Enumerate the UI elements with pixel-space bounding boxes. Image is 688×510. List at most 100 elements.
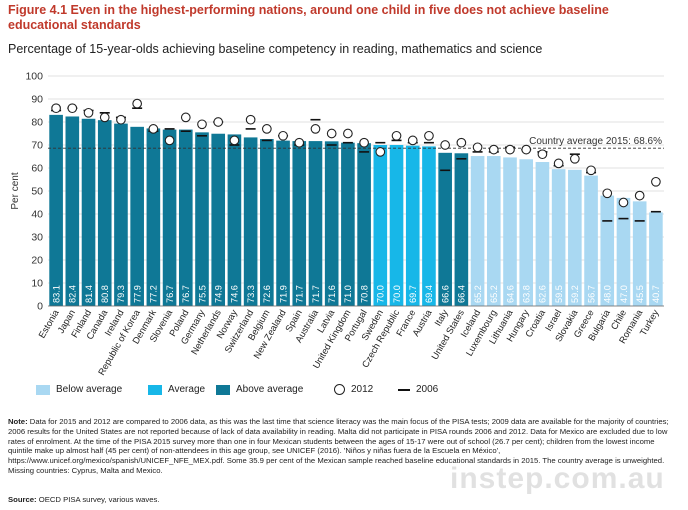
legend-swatch-above — [216, 384, 230, 395]
note-text: Data for 2015 and 2012 are compared to 2… — [8, 417, 669, 475]
bar — [405, 145, 420, 306]
point-2012 — [553, 158, 564, 169]
point-2012 — [326, 128, 337, 139]
data-label: 77.9 — [132, 285, 142, 303]
y-tick-label: 100 — [25, 71, 43, 83]
point-2012 — [602, 188, 613, 199]
bar — [178, 129, 193, 306]
legend-swatch-average — [148, 384, 162, 395]
source-text: OECD PISA survey, various waves. — [36, 495, 160, 504]
point-2012 — [618, 197, 629, 208]
bar — [162, 129, 177, 306]
legend-label-average: Average — [168, 384, 206, 395]
data-label: 82.4 — [68, 285, 78, 303]
legend-below-average: Below average — [36, 384, 122, 395]
figure-note: Note: Data for 2015 and 2012 are compare… — [8, 417, 680, 476]
bar — [438, 152, 452, 306]
bar — [292, 141, 307, 306]
source-label: Source: — [8, 495, 37, 504]
point-2012 — [116, 114, 126, 125]
bar — [195, 132, 209, 306]
point-2012 — [391, 130, 402, 141]
point-2012 — [472, 142, 483, 153]
point-2012 — [424, 130, 434, 141]
bar — [146, 128, 161, 306]
data-label: 71.6 — [327, 285, 337, 303]
point-2012 — [261, 124, 272, 134]
point-2012 — [407, 135, 418, 146]
legend-label-below: Below average — [56, 384, 123, 395]
data-label: 70.0 — [392, 285, 402, 303]
point-2012 — [359, 137, 369, 148]
y-tick-label: 0 — [37, 301, 43, 313]
legend-label-2012: 2012 — [351, 384, 374, 395]
data-label: 69.4 — [424, 285, 434, 303]
bar — [65, 116, 80, 306]
y-tick-label: 90 — [31, 94, 43, 106]
data-label: 59.2 — [570, 285, 580, 303]
reference-line-label: Country average 2015: 68.6% — [529, 136, 662, 147]
data-label: 63.8 — [522, 285, 532, 303]
data-label: 76.7 — [165, 285, 175, 303]
data-label: 66.4 — [457, 285, 467, 303]
bar — [584, 175, 598, 306]
legend-above-average: Above average — [216, 384, 303, 395]
legend-average: Average — [148, 384, 205, 395]
circle-marker-icon — [334, 384, 345, 395]
bar — [486, 156, 501, 306]
y-tick-label: 30 — [31, 232, 43, 244]
data-label: 66.6 — [440, 285, 450, 303]
point-2012 — [521, 144, 532, 155]
bar — [260, 139, 274, 306]
data-label: 65.2 — [489, 285, 499, 303]
bar — [600, 195, 615, 306]
data-label: 45.5 — [635, 285, 645, 303]
y-tick-label: 70 — [31, 140, 43, 152]
legend-swatch-below — [36, 384, 50, 395]
bar — [97, 120, 112, 306]
y-tick-label: 50 — [31, 186, 43, 198]
bar — [81, 118, 96, 306]
data-label: 80.8 — [100, 285, 110, 303]
y-tick-label: 10 — [31, 278, 43, 290]
point-2012 — [375, 147, 386, 157]
point-2012 — [180, 112, 191, 123]
data-label: 79.3 — [116, 285, 126, 303]
point-2012 — [213, 117, 224, 127]
data-label: 48.0 — [603, 285, 613, 303]
y-tick-label: 20 — [31, 255, 43, 267]
data-label: 47.0 — [619, 285, 629, 303]
figure-title: Figure 4.1 Even in the highest-performin… — [8, 3, 609, 32]
bar — [454, 153, 469, 306]
point-2012 — [505, 144, 515, 155]
data-label: 71.7 — [295, 285, 305, 303]
point-2012 — [651, 176, 661, 187]
bar — [503, 157, 517, 306]
data-label: 77.2 — [149, 285, 159, 303]
bar — [649, 212, 663, 306]
figure-subtitle: Percentage of 15-year-olds achieving bas… — [8, 42, 543, 56]
data-label: 72.6 — [262, 285, 272, 303]
bar — [324, 141, 339, 306]
data-label: 71.0 — [343, 285, 353, 303]
bar — [470, 156, 485, 306]
bar — [341, 142, 355, 306]
watermark: instep.com.au — [450, 462, 665, 495]
y-tick-label: 80 — [31, 117, 43, 129]
legend-label-above: Above average — [236, 384, 304, 395]
bar — [49, 114, 63, 306]
data-label: 81.4 — [84, 285, 94, 303]
point-2012 — [634, 190, 645, 201]
bar — [389, 145, 404, 306]
bar — [211, 133, 226, 306]
data-label: 73.3 — [246, 285, 256, 303]
data-label: 71.7 — [311, 285, 321, 303]
point-2012 — [99, 112, 110, 123]
point-2012 — [537, 149, 548, 160]
point-2012 — [51, 103, 61, 114]
point-2012 — [67, 103, 78, 114]
bar — [373, 145, 388, 306]
data-label: 56.7 — [586, 285, 596, 303]
point-2012 — [83, 107, 94, 118]
data-label: 75.5 — [197, 285, 207, 303]
